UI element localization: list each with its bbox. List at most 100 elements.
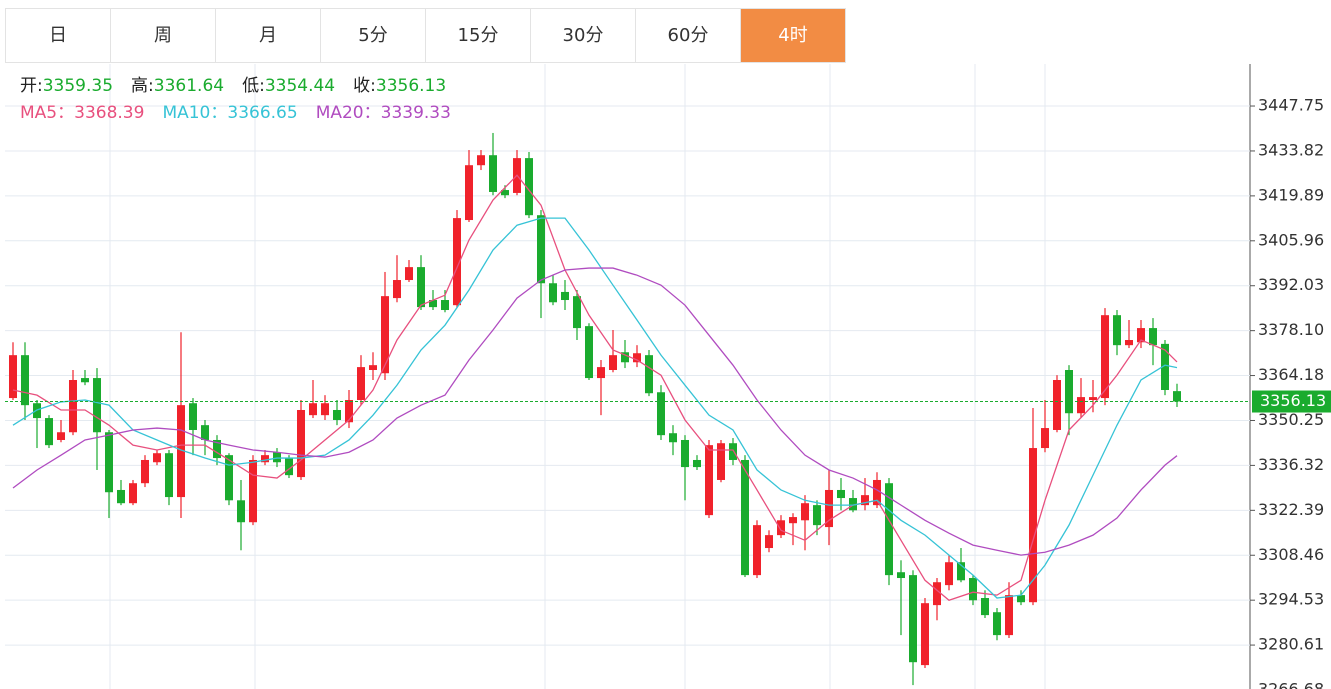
ma-line [12,217,1178,599]
y-tick-label: 3294.53 [1258,590,1324,609]
candle-body [837,489,845,499]
y-tick-label: 3322.39 [1258,500,1324,519]
candle-body [1077,397,1085,414]
candle-body [525,158,533,216]
y-tick-label: 3308.46 [1258,545,1324,564]
legend-value: 3366.65 [227,103,297,123]
tab[interactable]: 月 [216,9,321,62]
candle-body [213,439,221,459]
candle-body [969,578,977,601]
candle-body [237,500,245,523]
tab[interactable]: 日 [6,9,111,62]
candle-body [1113,315,1121,346]
candle-body [105,432,113,493]
y-tick-label: 3364.18 [1258,365,1324,384]
candle-body [705,445,713,516]
ma-legend: MA5：3368.39 MA10：3366.65 MA20：3339.33 [20,103,451,123]
candle-body [393,280,401,299]
candle-body [45,418,53,446]
candle-body [945,562,953,586]
candle-body [189,403,197,430]
legend-value: 3339.33 [381,103,451,123]
candle-body [873,479,881,506]
candle-body [1173,391,1181,402]
candle-body [1065,370,1073,414]
legend-name: MA20： [316,103,381,123]
candle-body [741,459,749,576]
info-value: 3354.44 [265,76,335,96]
candle-body [645,355,653,394]
candle-body [501,190,509,196]
candle-body [909,575,917,663]
candle-body [405,267,413,281]
info-label: 开: [20,76,43,96]
tab[interactable]: 周 [111,9,216,62]
candle-body [429,300,437,308]
candle-body [1125,340,1133,346]
candle-body [681,439,689,468]
candle-body [357,367,365,400]
candle-body [957,562,965,581]
y-tick-label: 3336.32 [1258,455,1324,474]
candle-body [297,409,305,478]
candle-body [537,215,545,284]
candle-body [621,352,629,363]
info-value: 3356.13 [376,76,446,96]
tab[interactable]: 5分 [321,9,426,62]
legend-name: MA5： [20,103,74,123]
candle-body [993,612,1001,636]
ma-line [12,267,1178,556]
y-tick-label: 3350.25 [1258,410,1324,429]
candle-body [597,367,605,379]
tab[interactable]: 15分 [426,9,531,62]
candle-body [1089,397,1097,400]
info-value: 3359.35 [43,76,113,96]
candle-body [981,598,989,616]
candle-body [321,403,329,416]
candle-body [693,459,701,468]
candle-body [657,392,665,436]
candle-body [285,458,293,476]
y-tick-label: 3419.89 [1258,185,1324,204]
candle-body [789,517,797,524]
candle-body [201,425,209,440]
ma-line [12,174,1178,602]
candle-body [933,582,941,606]
candle-body [1029,448,1037,603]
period-tabs: 日 周 月 5分 15分 30分 60分 4时 [5,8,846,63]
price-box [1252,390,1331,413]
candle-body [333,409,341,420]
candle-body [465,165,473,221]
candle-body [825,489,833,528]
candle-body [921,603,929,666]
candle-body [177,405,185,498]
candle-body [273,452,281,463]
tab[interactable]: 60分 [636,9,741,62]
candle-body [765,535,773,549]
candle-body [717,443,725,480]
candle-body [897,572,905,579]
candle-body [69,379,77,433]
y-tick-label: 3447.75 [1258,96,1324,115]
y-tick-label: 3392.03 [1258,275,1324,294]
y-tick-label: 3378.10 [1258,320,1324,339]
candle-body [261,455,269,463]
tab[interactable]: 4时 [741,9,846,62]
y-tick-label: 3266.68 [1258,680,1324,689]
candle-body [81,378,89,383]
candle-body [1017,595,1025,603]
candle-body [813,505,821,526]
candle-body [849,498,857,511]
candle-body [417,267,425,308]
candle-body [1161,343,1169,390]
candle-body [453,218,461,306]
candle-body [369,365,377,371]
legend-name: MA10： [162,103,227,123]
candle-body [309,403,317,416]
candle-body [21,355,29,406]
vertical-grid [109,64,1046,689]
candle-body [117,489,125,504]
candle-body [93,378,101,433]
tab[interactable]: 30分 [531,9,636,62]
